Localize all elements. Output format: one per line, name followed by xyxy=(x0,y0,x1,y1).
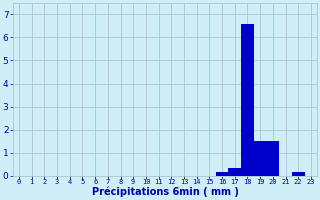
Bar xyxy=(241,24,254,176)
X-axis label: Précipitations 6min ( mm ): Précipitations 6min ( mm ) xyxy=(92,187,238,197)
Bar xyxy=(267,141,279,176)
Bar xyxy=(292,172,305,176)
Bar xyxy=(254,141,267,176)
Bar xyxy=(228,168,241,176)
Bar xyxy=(216,172,228,176)
